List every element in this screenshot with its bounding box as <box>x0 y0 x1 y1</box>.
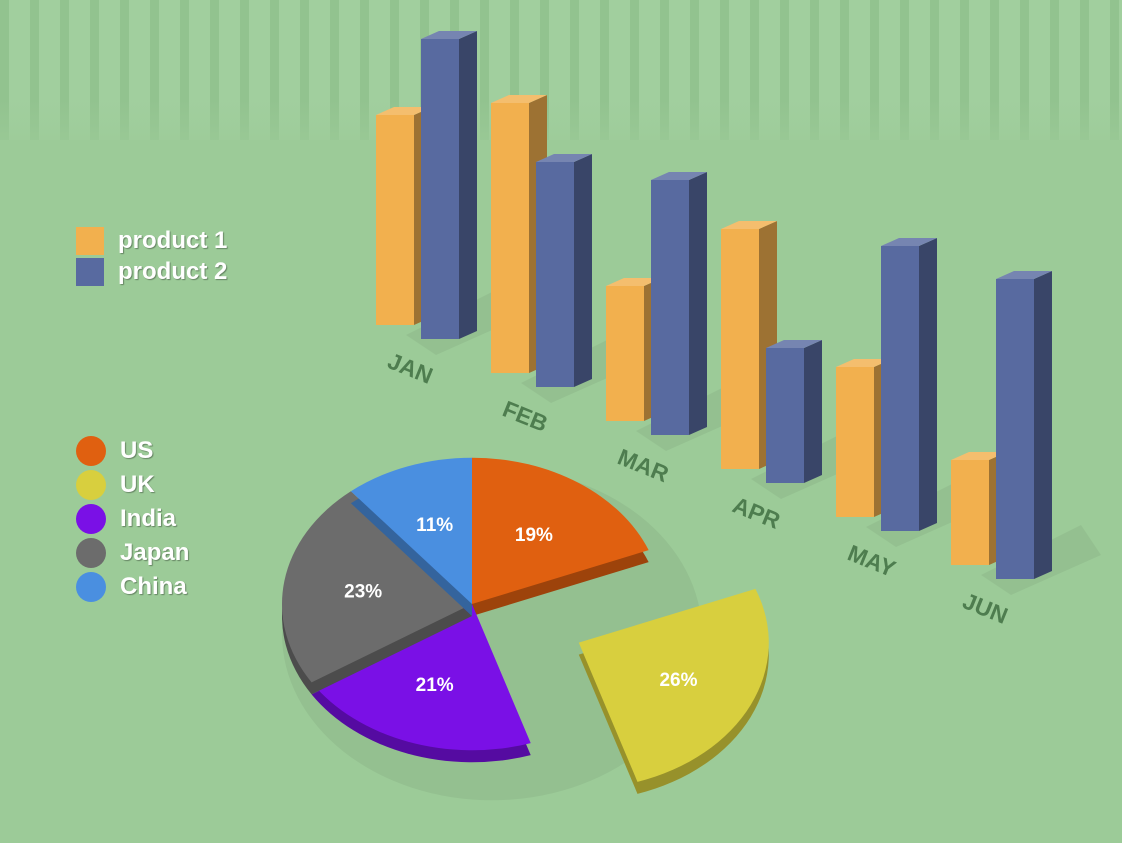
pie-legend: US UK India Japan China <box>76 434 189 604</box>
bar-side <box>919 238 937 531</box>
bar-product-2-mar <box>651 172 707 435</box>
legend-label-product-2: product 2 <box>118 257 228 285</box>
legend-swatch-product-2 <box>76 257 104 286</box>
legend-label-japan: Japan <box>120 539 190 566</box>
pie-slice-china: 11% <box>350 457 472 616</box>
bar-top <box>951 452 1007 460</box>
bar-product-2-jun <box>996 271 1052 579</box>
bar-side <box>459 31 477 339</box>
bar-front <box>951 460 989 565</box>
legend-swatch-product-1 <box>76 226 104 255</box>
bar-side <box>1034 271 1052 579</box>
bar-front <box>996 279 1034 579</box>
bar-top <box>881 238 937 246</box>
background-stripes-fade <box>0 100 1122 160</box>
bar-front <box>651 180 689 435</box>
pie-chart: 19% 26% 21% 23% 11% <box>282 457 769 801</box>
bar-top <box>836 359 892 367</box>
pie-slice-uk: 26% <box>578 588 769 794</box>
bar-front <box>721 229 759 469</box>
legend-item-product-2: product 2 <box>76 256 227 287</box>
pie-slice-face <box>311 604 531 751</box>
pie-slice-face <box>472 457 649 604</box>
legend-label-uk: UK <box>120 471 155 498</box>
pie-value-label-us: 19% <box>515 525 553 546</box>
pie-slice-face <box>578 588 769 782</box>
bar-product-2-apr <box>766 340 822 483</box>
pie-slice-face <box>350 457 472 604</box>
bar-top <box>536 154 592 162</box>
legend-item-product-1: product 1 <box>76 225 227 256</box>
bar-side <box>804 340 822 483</box>
legend-swatch-us <box>76 436 106 466</box>
bar-legend: product 1 product 2 <box>76 225 227 287</box>
bar-product-2-jan <box>421 31 477 339</box>
legend-item-us: US <box>76 434 189 468</box>
bar-side <box>574 154 592 387</box>
bar-front <box>881 246 919 531</box>
bar-front <box>836 367 874 517</box>
bar-top <box>491 95 547 103</box>
legend-item-uk: UK <box>76 468 189 502</box>
pie-slice-japan: 23% <box>282 491 472 695</box>
legend-label-us: US <box>120 437 154 464</box>
x-tick-label-mar: MAR <box>614 444 673 488</box>
bar-front <box>766 348 804 483</box>
bar-product-2-may <box>881 238 937 531</box>
legend-item-india: India <box>76 502 189 536</box>
legend-label-india: India <box>120 505 177 532</box>
pie-value-label-india: 21% <box>416 675 454 696</box>
bar-product-1-apr <box>721 221 777 469</box>
x-tick-label-feb: FEB <box>499 396 551 437</box>
bar-top <box>721 221 777 229</box>
bar-top <box>996 271 1052 279</box>
bar-front <box>376 115 414 325</box>
bar-top <box>421 31 477 39</box>
bar-chart: JAN FEB MAR APR MAY JUN <box>376 31 1101 629</box>
legend-label-product-1: product 1 <box>118 226 228 254</box>
bar-top <box>766 340 822 348</box>
x-tick-label-apr: APR <box>729 492 784 534</box>
legend-swatch-india <box>76 504 106 534</box>
legend-item-japan: Japan <box>76 536 189 570</box>
pie-slice-us: 19% <box>472 457 649 616</box>
legend-label-china: China <box>120 573 187 600</box>
pie-value-label-japan: 23% <box>344 582 382 603</box>
x-tick-label-jan: JAN <box>384 348 436 389</box>
legend-swatch-japan <box>76 538 106 568</box>
bar-front <box>606 286 644 421</box>
bar-top <box>651 172 707 180</box>
pie-slice-face <box>282 491 472 683</box>
pie-slice-india: 21% <box>311 604 531 763</box>
legend-swatch-china <box>76 572 106 602</box>
bar-side <box>689 172 707 435</box>
x-tick-label-may: MAY <box>844 540 899 582</box>
bar-front <box>421 39 459 339</box>
bar-top <box>606 278 662 286</box>
legend-swatch-uk <box>76 470 106 500</box>
bar-front <box>536 162 574 387</box>
x-tick-label-jun: JUN <box>959 588 1011 629</box>
legend-item-china: China <box>76 570 189 604</box>
bar-product-2-feb <box>536 154 592 387</box>
bar-front <box>491 103 529 373</box>
bar-top <box>376 107 432 115</box>
pie-value-label-uk: 26% <box>659 670 697 691</box>
pie-value-label-china: 11% <box>416 515 453 536</box>
